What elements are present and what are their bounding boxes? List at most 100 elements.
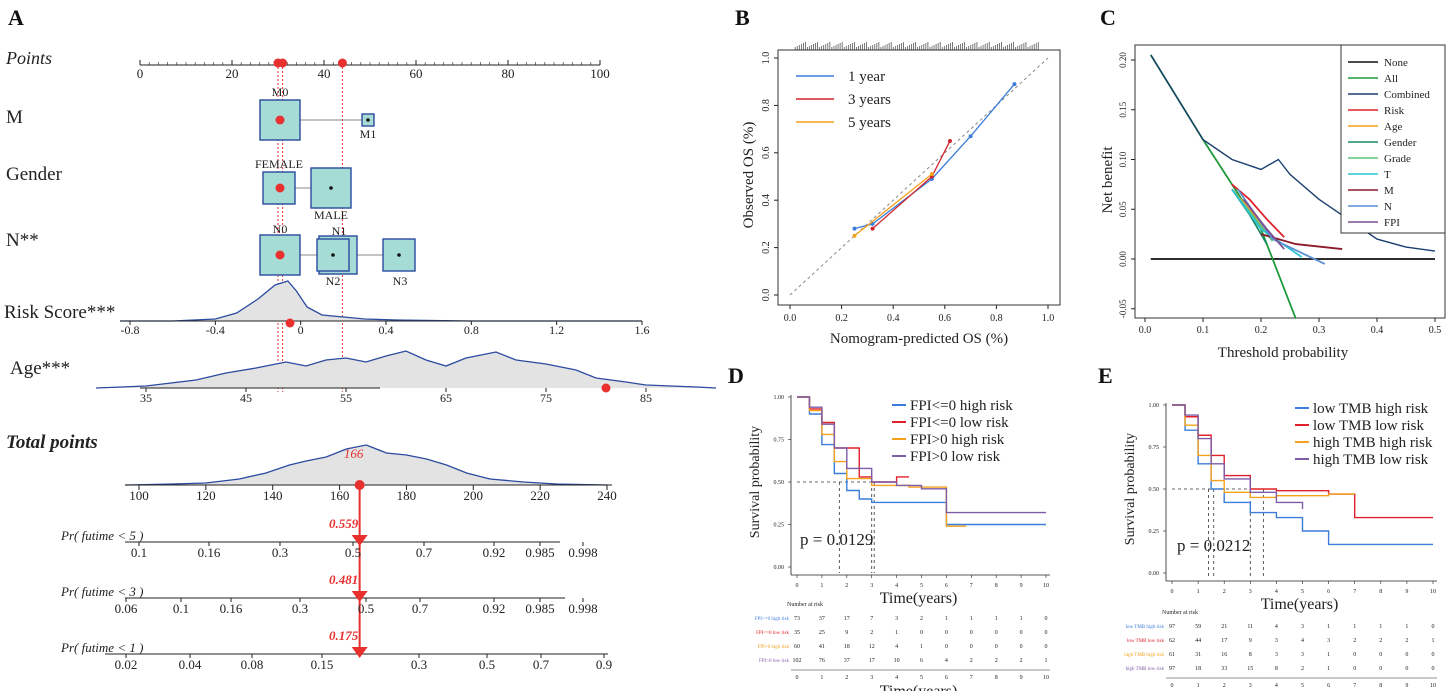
risk-table-cell: 4 <box>895 644 898 650</box>
risk-table-tick-label: 4 <box>1275 683 1278 689</box>
x-tick-label: 10 <box>1043 583 1049 589</box>
y-tick-label: 1.00 <box>774 395 785 401</box>
x-tick-label: 1 <box>1197 589 1200 595</box>
x-axis-label: Time(years) <box>1261 596 1339 613</box>
risk-table-cell: 1 <box>1327 666 1330 672</box>
x-tick-label: 0 <box>796 583 799 589</box>
risk-table-tick-label: 8 <box>995 675 998 681</box>
x-tick-label: 7 <box>1353 589 1356 595</box>
age-density-line <box>95 350 717 389</box>
probability-value-2: 0.175 <box>329 628 359 643</box>
total-points-density-line <box>125 444 608 486</box>
x-tick-label: 0.4 <box>887 313 900 324</box>
risk-table-cell: 2 <box>1353 638 1356 644</box>
y-axis-label: Net benefit <box>1100 146 1116 214</box>
probability-arrow-marker <box>351 647 368 658</box>
ideal-diagonal <box>789 57 1049 296</box>
variable-label-1: Gender <box>6 164 63 185</box>
total-points-tick-label: 200 <box>464 488 484 503</box>
calibration-frame <box>777 49 1061 306</box>
points-tick-label: 60 <box>410 66 423 81</box>
risk-table-cell: 1 <box>1405 624 1408 630</box>
probability-tick-label: 0.06 <box>115 601 138 616</box>
probability-arrow-marker <box>351 591 368 602</box>
risk-table-cell: 1 <box>895 630 898 636</box>
probability-tick-label: 0.7 <box>412 601 429 616</box>
level-dot <box>329 186 333 190</box>
risk-table-cell: 0 <box>1045 644 1048 650</box>
risk-table-cell: 17 <box>1221 638 1227 644</box>
risk-table-cell: 4 <box>1301 638 1304 644</box>
x-tick-label: 7 <box>970 583 973 589</box>
points-marker <box>337 58 347 68</box>
risk-table-cell: 0 <box>1379 652 1382 658</box>
risk-table-tick-label: 0 <box>796 675 799 681</box>
km-panel-D: 0 1 2 3 4 5 6 7 8 9 100.000.250.500.751.00Survival… <box>748 395 1050 691</box>
total-points-density-fill <box>125 445 607 485</box>
risk-table-cell: 3 <box>1275 638 1278 644</box>
risk-table-cell: 3 <box>1301 652 1304 658</box>
selected-level-marker <box>275 250 285 260</box>
risk-table-cell: 3 <box>1301 624 1304 630</box>
risk-table-cell: 3 <box>1275 652 1278 658</box>
legend-label: low TMB high risk <box>1313 401 1429 417</box>
level-dot <box>397 253 401 257</box>
risk-table-cell: 76 <box>819 658 825 664</box>
y-tick-label: 0.20 <box>1118 52 1128 68</box>
risk-score-tick-label: 0.8 <box>464 323 479 337</box>
risk-table-cell: 0 <box>1432 666 1435 672</box>
risk-score-label: Risk Score*** <box>4 302 115 323</box>
legend-label: M <box>1384 185 1394 197</box>
decision-curve-panel: 0.0 0.1 0.2 0.3 0.4 0.5 -0.05 0.00 0.05 0.10 0.15 0… <box>1100 44 1446 361</box>
age-tick-label: 35 <box>140 391 152 405</box>
risk-table-cell: 17 <box>869 658 875 664</box>
y-tick-label: 0.10 <box>1118 151 1128 167</box>
probability-label-1: Pr( futime < 3 ) <box>60 584 143 599</box>
risk-table-cell: 0 <box>970 630 973 636</box>
probability-tick-label: 0.5 <box>358 601 374 616</box>
risk-table-cell: 2 <box>1379 638 1382 644</box>
risk-table-tick-label: 5 <box>920 675 923 681</box>
risk-table-tick-label: 0 <box>1171 683 1174 689</box>
x-tick-label: 5 <box>1301 589 1304 595</box>
points-marker <box>278 58 288 68</box>
x-tick-label: 0.8 <box>990 313 1003 324</box>
probability-tick-label: 0.04 <box>179 657 202 672</box>
risk-table-cell: 15 <box>1247 666 1253 672</box>
risk-table-title: Number at risk <box>787 602 823 608</box>
probability-tick-label: 0.02 <box>115 657 138 672</box>
risk-table-tick-label: 1 <box>1197 683 1200 689</box>
variable-label-0: M <box>6 107 23 128</box>
risk-table-tick-label: 8 <box>1379 683 1382 689</box>
risk-table-cell: 4 <box>945 658 948 664</box>
total-points-tick-label: 120 <box>196 488 216 503</box>
y-tick-label: 0.00 <box>774 565 785 571</box>
risk-table-cell: 25 <box>819 630 825 636</box>
y-tick-label: 1.0 <box>761 52 772 65</box>
km-curve-3 <box>1172 404 1304 510</box>
probability-value-1: 0.481 <box>329 572 358 587</box>
p-value: p = 0.0129 <box>800 530 873 549</box>
risk-table-cell: 0 <box>1353 652 1356 658</box>
risk-table-cell: 18 <box>844 644 850 650</box>
legend-label: FPI<=0 low risk <box>910 415 1009 431</box>
risk-table-cell: 9 <box>845 630 848 636</box>
risk-score-tick-label: 1.2 <box>549 323 564 337</box>
calibration-point <box>852 233 857 238</box>
risk-table-cell: 44 <box>1195 638 1201 644</box>
probability-label-0: Pr( futime < 5 ) <box>60 528 143 543</box>
risk-table-cell: 6 <box>920 658 923 664</box>
x-tick-label: 5 <box>920 583 923 589</box>
risk-table-tick-label: 1 <box>820 675 823 681</box>
risk-table-cell: 97 <box>1169 666 1175 672</box>
x-tick-label: 0.0 <box>1139 325 1152 336</box>
calibration-panel: 0.0 0.2 0.4 0.6 0.8 1.0 0.0 0.2 0.4 0.6 0.8 1.0 Nomo… <box>741 42 1061 347</box>
risk-score-tick-label: 1.6 <box>635 323 650 337</box>
legend-label: FPI<=0 high risk <box>910 398 1013 414</box>
risk-table-cell: 11 <box>1247 624 1253 630</box>
risk-table-cell: 4 <box>1275 624 1278 630</box>
calibration-point <box>929 172 934 177</box>
risk-table-cell: 0 <box>995 644 998 650</box>
decision-line-3 <box>1231 183 1285 238</box>
risk-table-cell: 18 <box>1195 666 1201 672</box>
